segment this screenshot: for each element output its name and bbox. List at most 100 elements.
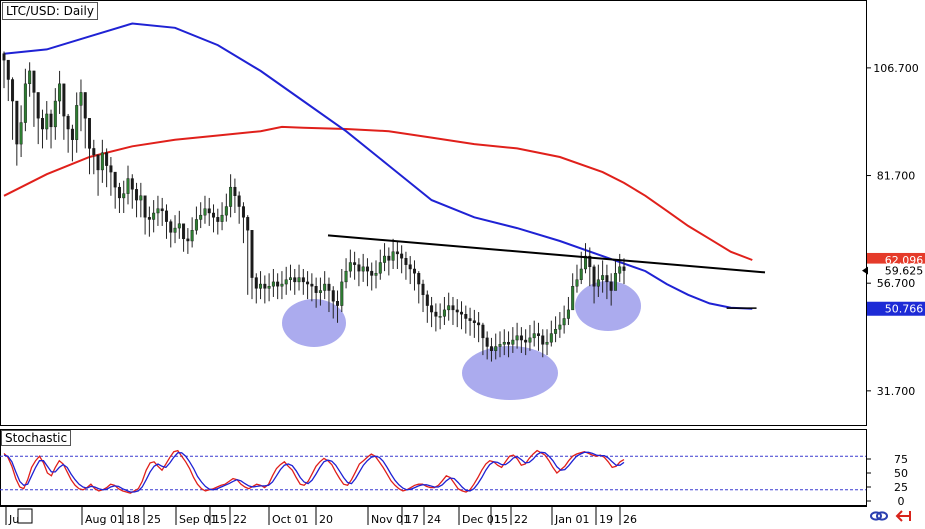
highlight-layer (282, 281, 641, 400)
link-icon[interactable] (870, 509, 888, 523)
candle-body (562, 318, 566, 326)
candle (53, 88, 57, 140)
candle-body (164, 210, 168, 222)
candle-body (378, 262, 382, 274)
candle-body (96, 154, 100, 171)
candle-body (143, 195, 147, 218)
candle (199, 202, 203, 229)
candle (601, 260, 605, 293)
candle (400, 245, 404, 274)
candle (70, 124, 74, 162)
candle-body (122, 193, 126, 199)
candle-body (152, 212, 156, 220)
candle-body (66, 115, 70, 130)
candle (301, 268, 305, 295)
candle-body (254, 277, 258, 289)
candle (323, 271, 327, 300)
badge-bg (867, 252, 925, 267)
candle-body (361, 266, 365, 272)
candle (49, 109, 53, 149)
candle (224, 193, 228, 222)
candle (96, 154, 100, 196)
candle (622, 258, 626, 285)
candle-body (284, 279, 288, 285)
candle (545, 329, 549, 356)
chart-title: LTC/USD: Daily (2, 2, 98, 20)
candle (6, 59, 10, 102)
x-tick-label: Jan 01 (554, 513, 589, 525)
badge-label: 59.625 (885, 265, 924, 278)
candle (254, 273, 258, 304)
candle (434, 303, 438, 332)
candle-body (545, 341, 549, 345)
x-tick-label: 15 (213, 513, 227, 525)
stoch-d-line (3, 451, 625, 493)
candle (164, 204, 168, 239)
stoch-k-line (3, 449, 625, 494)
x-tick-label: Aug 01 (85, 513, 124, 525)
candle (11, 77, 15, 140)
candle (246, 215, 250, 295)
candle-body (434, 311, 438, 317)
candle-body (41, 118, 44, 130)
candle (357, 258, 361, 287)
candle (113, 171, 117, 209)
candle (126, 165, 130, 205)
candle (554, 316, 558, 343)
candle (365, 258, 369, 287)
candle-body (246, 217, 250, 231)
candle-body (126, 178, 130, 194)
candle (79, 79, 83, 132)
candle-body (575, 279, 579, 287)
candle (340, 268, 344, 313)
candle-body (28, 70, 32, 85)
candle (417, 271, 421, 304)
candle (271, 268, 275, 297)
stoch-tick-label: 25 (894, 481, 908, 494)
candle (374, 260, 378, 289)
candle-body (11, 79, 15, 102)
candle-body (498, 344, 502, 347)
arrow-icon[interactable] (894, 509, 912, 523)
candle-body (331, 290, 335, 302)
candle-body (365, 266, 369, 272)
x-tick-label: Oct 01 (272, 513, 309, 525)
candle (425, 290, 429, 323)
candle-body (421, 283, 425, 296)
candle (472, 309, 476, 338)
candle (105, 148, 109, 188)
candle (229, 174, 233, 218)
candle (41, 109, 44, 149)
candle-body (36, 92, 40, 119)
candle (92, 139, 96, 175)
candle-body (515, 335, 519, 341)
candle (250, 230, 254, 300)
candle (130, 174, 134, 209)
x-tick-label: 22 (233, 513, 247, 525)
candle-body (207, 208, 211, 214)
stochastic-label[interactable]: Stochastic (1, 430, 72, 446)
candle (318, 277, 322, 306)
candle-body (489, 346, 493, 351)
candle-body (199, 214, 203, 220)
candle-body (6, 59, 10, 80)
price-tick-label: 81.700 (877, 170, 916, 183)
candle (62, 83, 66, 140)
candle (331, 286, 335, 319)
candle (237, 191, 241, 224)
candle (15, 100, 19, 166)
x-tick-label: 15 (494, 513, 508, 525)
candle (498, 331, 502, 358)
candle-body (49, 113, 53, 128)
candle (83, 92, 87, 149)
candle-body (395, 251, 399, 255)
candle-body (92, 148, 96, 156)
x-tick-label: 26 (623, 513, 637, 525)
candle-body (186, 238, 190, 242)
candle-body (109, 165, 113, 173)
candle-body (532, 333, 536, 339)
candle (88, 118, 91, 175)
candle (447, 292, 451, 321)
candle-body (455, 309, 459, 313)
